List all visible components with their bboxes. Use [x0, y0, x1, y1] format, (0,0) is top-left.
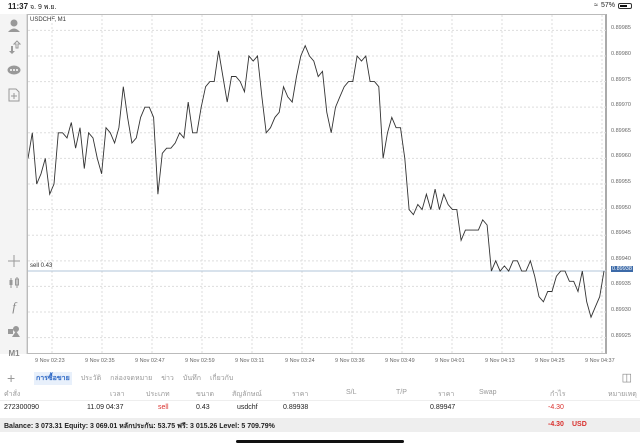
table-row[interactable]: 272300090 11.09 04:37 sell 0.43 usdchf 0…	[0, 404, 640, 418]
price-tick: 0.89965	[611, 127, 631, 134]
timeframe-button[interactable]: M1	[8, 348, 20, 358]
col-order: คำสั่ง	[4, 391, 21, 398]
order-type: sell	[158, 404, 169, 411]
col-swap: Swap	[479, 389, 497, 396]
price-tick: 0.89935	[611, 281, 631, 288]
time-tick: 9 Nov 04:01	[435, 358, 465, 364]
layout-toggle-icon[interactable]: ◫	[621, 372, 632, 384]
time-tick: 9 Nov 03:49	[385, 358, 415, 364]
price-chart[interactable]: USDCHF, M1 sell 0.43	[27, 14, 607, 354]
tab-about[interactable]: เกี่ยวกับ	[209, 374, 234, 382]
objects-icon[interactable]	[4, 322, 24, 340]
price-tick: 0.89945	[611, 230, 631, 237]
time-tick: 9 Nov 02:23	[35, 358, 65, 364]
candlestick-icon[interactable]	[4, 274, 24, 292]
home-indicator[interactable]	[236, 440, 404, 443]
current-price-tag: 0.89938	[611, 266, 633, 273]
order-profit: -4.30	[548, 404, 564, 411]
wifi-icon: ≈	[594, 2, 598, 9]
crosshair-icon[interactable]	[4, 252, 24, 270]
time-tick: 9 Nov 02:59	[185, 358, 215, 364]
currency: USD	[572, 421, 587, 428]
col-symbol: สัญลักษณ์	[232, 391, 262, 398]
tab-news[interactable]: ข่าว	[161, 374, 174, 382]
trade-arrows-icon[interactable]	[4, 38, 24, 56]
order-line-label: sell 0.43	[30, 263, 53, 269]
time-tick: 9 Nov 04:25	[535, 358, 565, 364]
col-time: เวลา	[110, 391, 125, 398]
col-price: ราคา	[292, 391, 309, 398]
tab-history[interactable]: ประวัติ	[80, 374, 102, 382]
chart-canvas	[28, 15, 606, 353]
chart-title: USDCHF, M1	[30, 17, 67, 23]
left-toolbar: f M1	[0, 14, 27, 358]
chat-icon[interactable]	[4, 62, 24, 80]
order-size: 0.43	[196, 404, 210, 411]
col-size: ขนาด	[196, 391, 215, 398]
time-tick: 9 Nov 02:35	[85, 358, 115, 364]
price-tick: 0.89930	[611, 307, 631, 314]
price-tick: 0.89985	[611, 25, 631, 32]
status-bar: 11:37 จ. 9 พ.ย. ≈ 57%	[0, 0, 640, 14]
table-header: คำสั่ง เวลา ประเภท ขนาด สัญลักษณ์ ราคา S…	[0, 389, 640, 401]
col-tp: T/P	[396, 389, 407, 396]
time-tick: 9 Nov 02:47	[135, 358, 165, 364]
tab-mailbox[interactable]: กล่องจดหมาย	[110, 374, 153, 382]
col-type: ประเภท	[146, 391, 170, 398]
time-tick: 9 Nov 03:11	[235, 358, 265, 364]
price-tick: 0.89980	[611, 50, 631, 57]
order-time: 11.09 04:37	[87, 404, 124, 411]
col-comment: หมายเหตุ	[608, 391, 637, 398]
time-tick: 9 Nov 04:13	[485, 358, 515, 364]
date: จ. 9 พ.ย.	[30, 4, 57, 11]
tab-trade[interactable]: การซื้อขาย	[34, 371, 72, 385]
tab-journal[interactable]: บันทึก	[182, 374, 201, 382]
add-icon[interactable]: +	[7, 370, 16, 386]
total-profit: -4.30	[548, 421, 564, 428]
order-price: 0.89938	[283, 404, 309, 411]
battery-icon	[618, 2, 632, 9]
price-tick: 0.89975	[611, 76, 631, 83]
time-tick: 9 Nov 03:36	[335, 358, 365, 364]
price-tick: 0.89960	[611, 153, 631, 160]
clock: 11:37	[8, 2, 29, 11]
account-icon[interactable]	[4, 16, 24, 34]
price-tick: 0.89955	[611, 179, 631, 185]
time-tick: 9 Nov 04:37	[585, 358, 615, 364]
col-sl: S/L	[346, 389, 357, 396]
order-symbol: usdchf	[237, 404, 258, 411]
balance-text: Balance: 3 073.31 Equity: 3 069.01 หลักป…	[4, 423, 275, 430]
price-tick: 0.89925	[611, 332, 631, 339]
current-price: 0.89947	[430, 404, 456, 411]
price-tick: 0.89950	[611, 204, 631, 211]
indicator-f-icon[interactable]: f	[12, 299, 16, 314]
balance-summary: Balance: 3 073.31 Equity: 3 069.01 หลักป…	[0, 418, 640, 432]
order-id: 272300090	[4, 404, 40, 411]
price-axis: 0.89985 0.89980 0.89975 0.89970 0.89965 0.899…	[609, 14, 640, 354]
col-profit: กำไร	[550, 391, 566, 398]
bottom-tabs: + การซื้อขาย ประวัติ กล่องจดหมาย ข่าว บั…	[0, 369, 640, 387]
new-document-icon[interactable]	[4, 86, 24, 104]
col-current-price: ราคา	[438, 391, 455, 398]
time-tick: 9 Nov 03:24	[285, 358, 315, 364]
battery-percent: 57%	[600, 2, 615, 9]
price-tick: 0.89940	[611, 255, 631, 262]
price-tick: 0.89970	[611, 102, 631, 109]
